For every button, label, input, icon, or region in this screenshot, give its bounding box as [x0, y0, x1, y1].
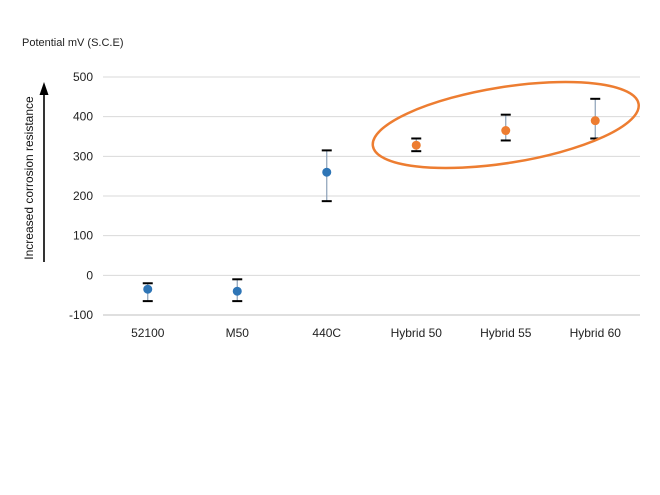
y-tick-label: -100	[69, 308, 93, 322]
gridlines	[103, 76, 640, 316]
point-440c	[321, 149, 332, 203]
point-hybrid-50	[411, 137, 422, 153]
data-marker	[232, 286, 242, 296]
data-marker	[501, 126, 511, 136]
highlight-ellipse	[371, 80, 640, 170]
y-tick-label: 300	[73, 149, 93, 163]
x-category-label: 52100	[131, 326, 165, 340]
point-hybrid-55	[500, 113, 511, 142]
y-tick-label: 0	[86, 268, 93, 282]
x-category-label: M50	[226, 326, 250, 340]
y-axis-title: Potential mV (S.C.E)	[22, 37, 123, 49]
x-category-label: 440C	[312, 326, 341, 340]
y-tick-label: 100	[73, 229, 93, 243]
highlight-group	[371, 80, 640, 170]
data-points	[142, 97, 601, 303]
point-hybrid-60	[590, 97, 601, 140]
data-marker	[143, 284, 153, 294]
y-tick-label: 200	[73, 189, 93, 203]
y-tick-label: 400	[73, 110, 93, 124]
side-annotation-text: Increased corrosion resistance	[22, 96, 36, 260]
point-m50	[232, 278, 243, 303]
side-annotation: Increased corrosion resistance	[22, 82, 49, 262]
data-marker	[590, 116, 600, 126]
data-marker	[411, 140, 421, 150]
x-category-label: Hybrid 60	[570, 326, 622, 340]
point-52100	[142, 282, 153, 303]
side-arrow-head	[39, 82, 49, 95]
y-tick-labels: -100 0 100 200 300 400 500	[69, 70, 93, 322]
x-category-label: Hybrid 55	[480, 326, 532, 340]
y-tick-label: 500	[73, 70, 93, 84]
data-marker	[322, 167, 332, 177]
x-category-label: Hybrid 50	[391, 326, 443, 340]
x-category-labels: 52100 M50 440C Hybrid 50 Hybrid 55 Hybrid 60	[131, 326, 621, 340]
